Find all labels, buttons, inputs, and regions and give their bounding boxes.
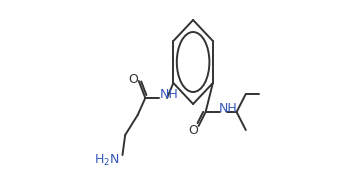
Text: NH: NH [219,102,237,115]
Text: H$_2$N: H$_2$N [94,152,120,168]
Text: O: O [128,74,138,86]
Text: O: O [188,124,198,136]
Text: NH: NH [160,89,178,102]
